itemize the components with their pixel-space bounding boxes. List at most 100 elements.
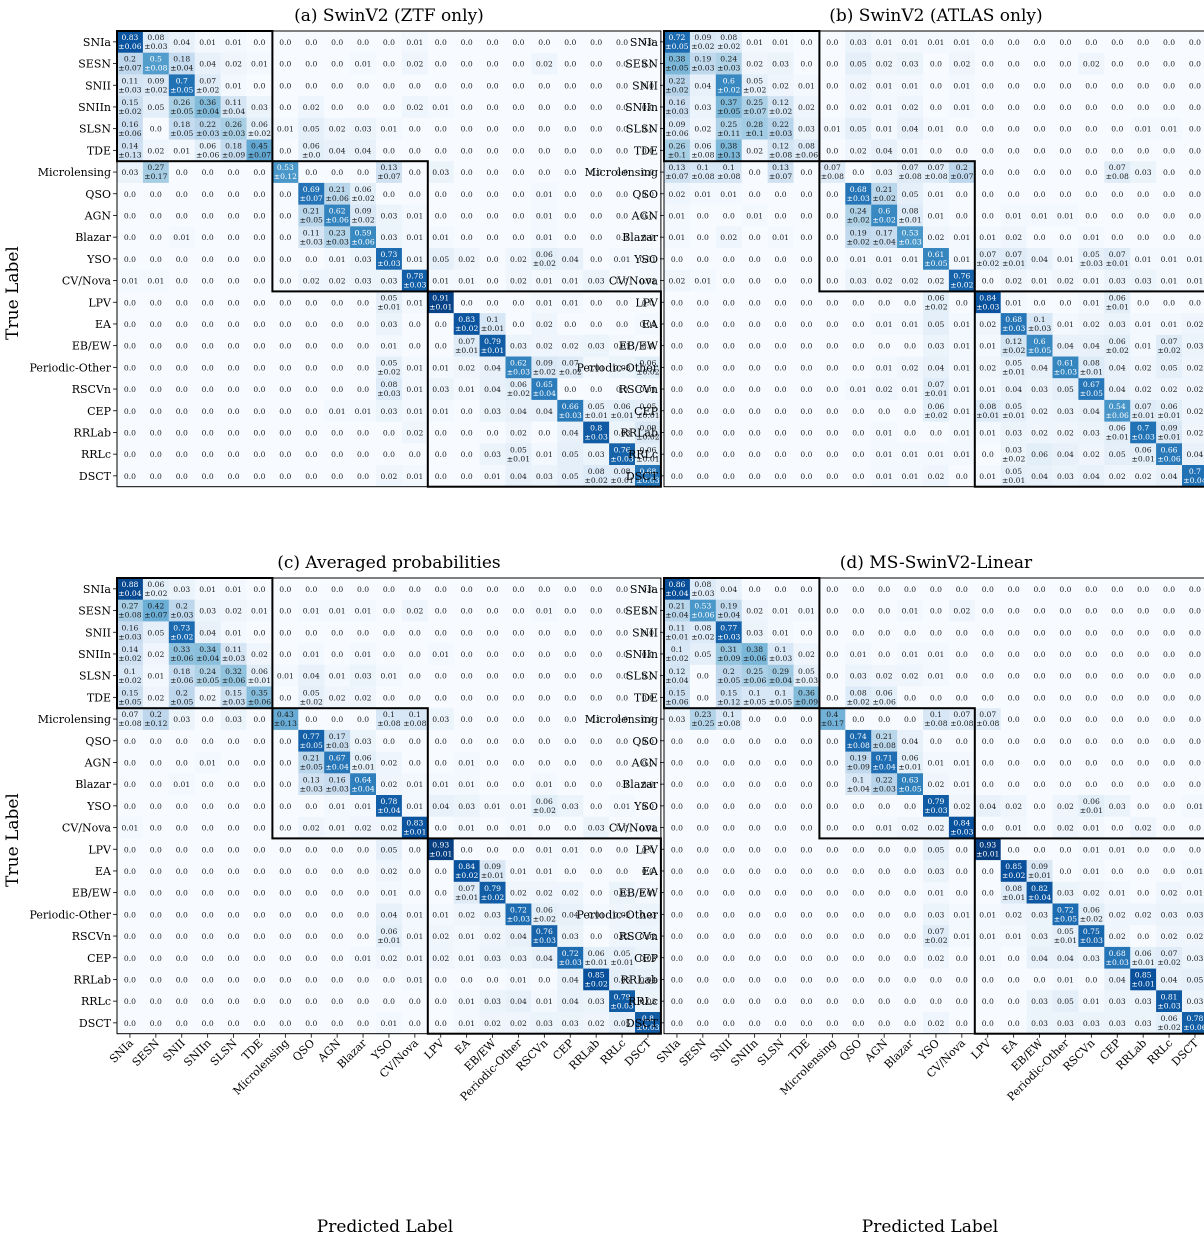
heatmap-cell bbox=[1182, 117, 1204, 140]
cell-value-label: 0.08 bbox=[902, 207, 919, 216]
cell-value-label: 0.72 bbox=[668, 33, 685, 42]
cell-value-label: 0.0 bbox=[357, 320, 369, 329]
heatmap-cell bbox=[220, 313, 247, 336]
cell-value-label: 0.0 bbox=[176, 363, 188, 372]
cell-value-label: 0.01 bbox=[225, 585, 242, 594]
heatmap-cell bbox=[557, 269, 584, 292]
x-tick-label: SESN bbox=[130, 1036, 163, 1069]
cell-value-label: 0.0 bbox=[697, 802, 709, 811]
cell-value-label: 0.0 bbox=[800, 407, 812, 416]
cell-value-label: 0.05 bbox=[380, 359, 397, 368]
cell-value-label: 0.0 bbox=[1059, 168, 1071, 177]
heatmap-cell bbox=[505, 117, 532, 140]
y-tick-label: Blazar bbox=[622, 231, 659, 244]
x-tick-label: Blazar bbox=[335, 1036, 370, 1071]
heatmap-cell bbox=[635, 96, 662, 119]
heatmap-cell bbox=[1130, 139, 1157, 162]
heatmap-cell bbox=[350, 182, 377, 205]
cell-value-label: 0.59 bbox=[355, 228, 372, 237]
cell-value-label: 0.81 bbox=[1161, 992, 1178, 1001]
cell-value-label: 0.0 bbox=[616, 628, 628, 637]
cell-value-label: 0.0 bbox=[1163, 81, 1175, 90]
heatmap-cell bbox=[531, 204, 558, 227]
cell-value-label: 0.0 bbox=[279, 650, 291, 659]
heatmap-cell bbox=[324, 356, 351, 379]
cell-value-label: 0.0 bbox=[150, 932, 162, 941]
y-tick-label: CV/Nova bbox=[609, 822, 659, 835]
cell-value-label: 0.0 bbox=[409, 672, 421, 681]
cell-value-label: 0.0 bbox=[253, 932, 265, 941]
cell-value-label: 0.19 bbox=[850, 228, 867, 237]
cell-value-label: 0.78 bbox=[1186, 1014, 1203, 1023]
cell-value-label: 0.0 bbox=[1034, 146, 1046, 155]
cell-value-label: 0.0 bbox=[1189, 146, 1201, 155]
cell-value-label: 0.0 bbox=[1137, 628, 1149, 637]
cell-std-label: ±0.02 bbox=[691, 42, 714, 51]
cell-value-label: 0.0 bbox=[383, 60, 395, 69]
cell-value-label: 0.01 bbox=[406, 472, 423, 481]
heatmap-cell bbox=[168, 96, 196, 119]
cell-value-label: 0.08 bbox=[380, 380, 397, 389]
cell-value-label: 0.0 bbox=[253, 954, 265, 963]
cell-value-label: 0.0 bbox=[723, 385, 735, 394]
cell-value-label: 0.01 bbox=[694, 190, 711, 199]
heatmap-cell bbox=[897, 139, 924, 162]
cell-std-label: ±0.07 bbox=[248, 151, 271, 160]
cell-std-label: ±0.03 bbox=[533, 936, 556, 945]
cell-value-label: 0.0 bbox=[331, 472, 343, 481]
cell-value-label: 0.03 bbox=[510, 342, 527, 351]
cell-value-label: 0.05 bbox=[850, 125, 867, 134]
cell-value-label: 0.01 bbox=[380, 889, 397, 898]
heatmap-cell bbox=[479, 182, 506, 205]
heatmap-cell bbox=[715, 96, 743, 119]
cell-value-label: 0.0 bbox=[538, 428, 550, 437]
cell-value-label: 0.0 bbox=[253, 190, 265, 199]
heatmap-cell bbox=[272, 399, 299, 422]
cell-std-label: ±0.01 bbox=[377, 936, 400, 945]
cell-value-label: 0.0 bbox=[1085, 81, 1097, 90]
cell-value-label: 0.0 bbox=[904, 585, 916, 594]
y-tick-label: QSO bbox=[85, 735, 111, 748]
cell-value-label: 0.0 bbox=[357, 298, 369, 307]
heatmap-cell bbox=[1104, 161, 1131, 184]
x-tick-label: LPV bbox=[422, 1036, 448, 1062]
cell-value-label: 0.01 bbox=[406, 298, 423, 307]
cell-value-label: 0.02 bbox=[1005, 233, 1022, 242]
cell-value-label: 0.0 bbox=[1008, 715, 1020, 724]
cell-value-label: 0.0 bbox=[487, 168, 499, 177]
cell-value-label: 0.0 bbox=[409, 125, 421, 134]
y-tick-label: TDE bbox=[634, 691, 658, 704]
cell-value-label: 0.0 bbox=[1111, 672, 1123, 681]
cell-value-label: 0.0 bbox=[982, 60, 994, 69]
heatmap-cell bbox=[376, 356, 403, 379]
cell-value-label: 0.0 bbox=[616, 146, 628, 155]
y-tick-label: SESN bbox=[625, 605, 658, 618]
heatmap-cell bbox=[246, 378, 273, 401]
heatmap-cell bbox=[635, 378, 662, 401]
cell-value-label: 0.0 bbox=[1189, 693, 1201, 702]
heatmap-cell bbox=[272, 74, 299, 97]
cell-value-label: 0.24 bbox=[720, 55, 737, 64]
cell-value-label: 0.0 bbox=[305, 802, 317, 811]
cell-value-label: 0.0 bbox=[852, 450, 864, 459]
cell-value-label: 0.01 bbox=[406, 932, 423, 941]
cell-std-label: ±0.08 bbox=[924, 172, 947, 181]
cell-value-label: 0.0 bbox=[124, 997, 136, 1006]
cell-std-label: ±0.1 bbox=[668, 151, 686, 160]
cell-value-label: 0.0 bbox=[749, 233, 761, 242]
cell-value-label: 0.0 bbox=[878, 715, 890, 724]
cell-std-label: ±0.01 bbox=[429, 849, 452, 858]
cell-value-label: 0.01 bbox=[1161, 125, 1178, 134]
cell-value-label: 0.0 bbox=[228, 233, 240, 242]
cell-value-label: 0.0 bbox=[1137, 737, 1149, 746]
cell-value-label: 0.0 bbox=[538, 650, 550, 659]
heatmap-cell bbox=[583, 139, 610, 162]
cell-value-label: 0.0 bbox=[1189, 168, 1201, 177]
cell-value-label: 0.02 bbox=[303, 103, 320, 112]
cell-std-label: ±0.07 bbox=[144, 611, 167, 620]
cell-value-label: 0.01 bbox=[277, 125, 294, 134]
cell-value-label: 0.0 bbox=[852, 298, 864, 307]
heatmap-cell bbox=[401, 291, 429, 314]
cell-value-label: 0.0 bbox=[982, 168, 994, 177]
cell-value-label: 0.02 bbox=[510, 1019, 527, 1028]
